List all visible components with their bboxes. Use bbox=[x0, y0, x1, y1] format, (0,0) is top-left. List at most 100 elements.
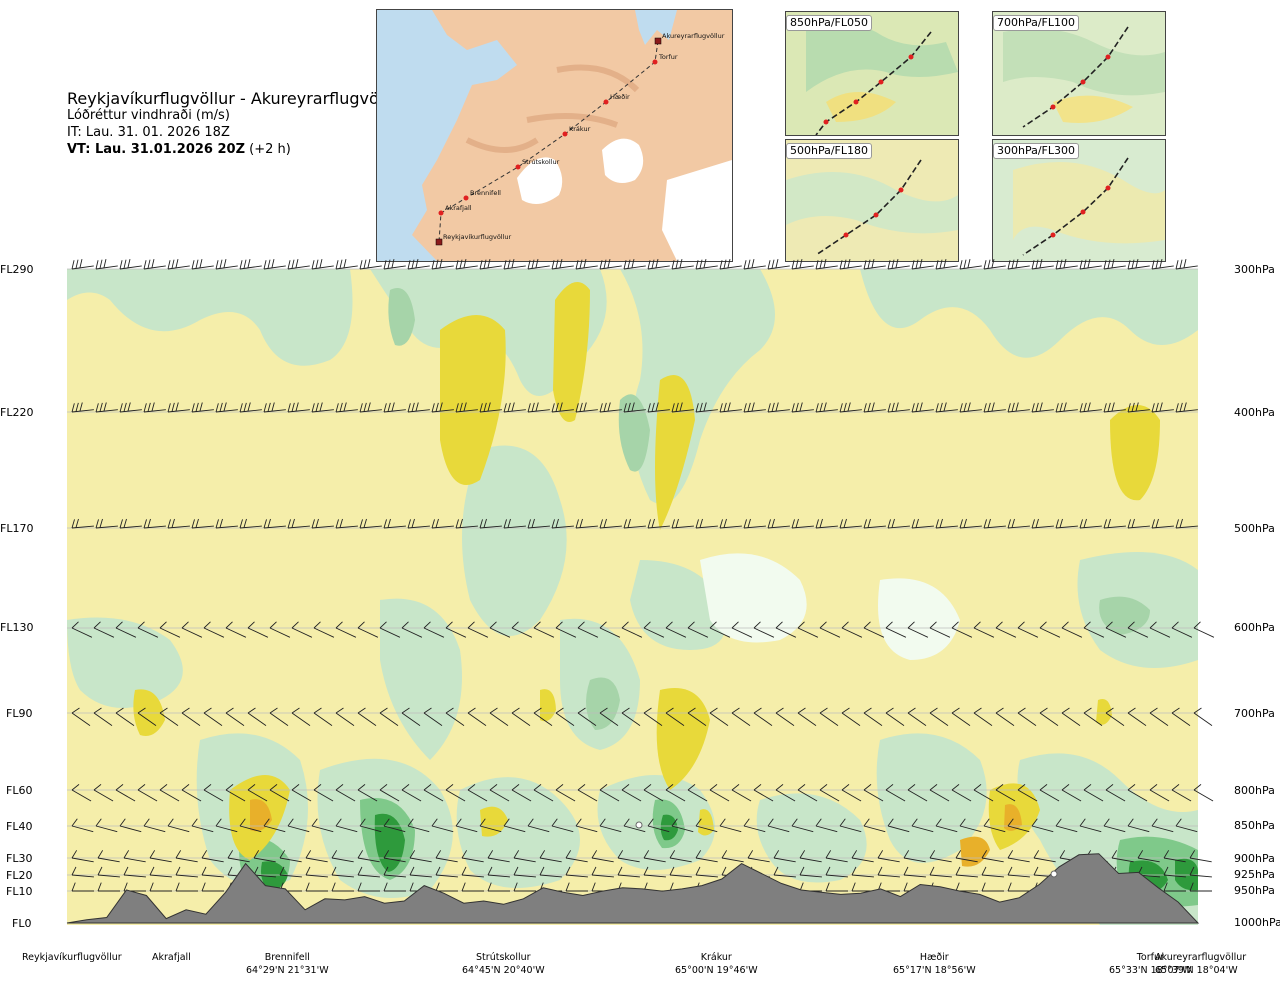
panel-300: 300hPa/FL300 bbox=[992, 139, 1166, 262]
wind-barb bbox=[291, 621, 313, 638]
wind-barb bbox=[911, 818, 934, 833]
wind-barb bbox=[731, 707, 751, 726]
wind-barb bbox=[565, 850, 588, 863]
route-line bbox=[438, 40, 659, 243]
hpa-label: 1000hPa bbox=[1234, 916, 1280, 929]
wind-barb bbox=[1127, 707, 1147, 726]
wind-barb bbox=[291, 707, 311, 726]
wind-barb bbox=[479, 402, 502, 413]
wind-barb bbox=[181, 621, 203, 638]
wind-barb bbox=[489, 707, 509, 726]
wind-barb bbox=[951, 621, 973, 638]
wind-barb bbox=[983, 259, 1006, 270]
wind-barb bbox=[799, 850, 822, 863]
wind-barb bbox=[721, 850, 744, 863]
wind-barb bbox=[533, 621, 555, 638]
wind-barb bbox=[71, 866, 94, 878]
wind-barb bbox=[1033, 850, 1056, 863]
panel-300-field bbox=[993, 140, 1165, 261]
wind-barb bbox=[1031, 259, 1054, 270]
wind-barb bbox=[863, 784, 884, 802]
wind-barb bbox=[621, 621, 643, 638]
wind-barb bbox=[791, 402, 814, 413]
wind-barb bbox=[1007, 866, 1030, 878]
wind-barb bbox=[97, 882, 120, 892]
wind-barb bbox=[885, 707, 905, 726]
wind-barb bbox=[149, 850, 172, 863]
wind-barb bbox=[431, 402, 454, 413]
wind-barb bbox=[767, 818, 790, 833]
wind-barb bbox=[551, 259, 574, 270]
wind-barb bbox=[863, 707, 883, 726]
wind-barb bbox=[623, 402, 646, 413]
wind-barb bbox=[621, 707, 641, 726]
map-point-marker bbox=[438, 210, 444, 216]
wind-barb bbox=[115, 621, 137, 638]
wind-barb bbox=[643, 850, 666, 863]
wind-barb bbox=[225, 621, 247, 638]
wind-barb bbox=[877, 850, 900, 863]
wind-barb bbox=[1017, 707, 1037, 726]
wind-barb bbox=[379, 621, 401, 638]
wind-barb bbox=[973, 621, 995, 638]
wind-barb bbox=[313, 707, 333, 726]
wind-barb bbox=[1175, 402, 1198, 413]
wind-barb bbox=[203, 707, 223, 726]
wind-barb bbox=[643, 707, 663, 726]
wind-barb bbox=[191, 818, 214, 833]
wind-barb bbox=[665, 707, 685, 726]
wind-barb bbox=[695, 866, 718, 878]
wind-barb bbox=[687, 784, 708, 802]
wind-barb bbox=[1151, 402, 1174, 413]
wind-barb bbox=[1151, 818, 1174, 833]
wind-barb bbox=[331, 850, 354, 863]
wind-barb bbox=[513, 866, 536, 878]
wind-barb bbox=[1127, 518, 1150, 529]
wind-barb bbox=[719, 818, 742, 833]
wind-barb bbox=[279, 850, 302, 863]
wind-barb bbox=[695, 850, 718, 863]
wind-barb bbox=[201, 866, 224, 878]
wind-barb bbox=[513, 882, 536, 892]
wind-barb bbox=[1193, 784, 1214, 802]
wind-barb bbox=[555, 784, 576, 802]
wind-barb bbox=[887, 259, 910, 270]
wind-barb bbox=[487, 866, 510, 878]
waypoint-label: Hæðir 65°17'N 18°56'W bbox=[893, 952, 976, 976]
wind-barb bbox=[669, 850, 692, 863]
wind-barb bbox=[435, 850, 458, 863]
wind-barb bbox=[995, 707, 1015, 726]
wind-barb bbox=[973, 784, 994, 802]
wind-barb bbox=[1055, 259, 1078, 270]
panel-label-500: 500hPa/FL180 bbox=[786, 143, 873, 159]
hpa-label: 700hPa bbox=[1234, 707, 1275, 720]
wind-barb bbox=[383, 518, 406, 529]
wind-barb bbox=[1105, 784, 1126, 802]
wind-barb bbox=[959, 259, 982, 270]
wind-barb bbox=[577, 784, 598, 802]
wind-barb bbox=[903, 866, 926, 878]
waypoint-label: Brennifell 64°29'N 21°31'W bbox=[246, 952, 329, 976]
wind-barb bbox=[401, 707, 421, 726]
wind-barb bbox=[665, 621, 687, 638]
wind-barb bbox=[175, 882, 198, 892]
wind-barb bbox=[647, 402, 670, 413]
route-map: Akureyrarflugvöllur Torfur Hæðir Krákur Strú… bbox=[376, 9, 733, 262]
wind-barb bbox=[1111, 850, 1134, 863]
wind-barb bbox=[1189, 866, 1212, 878]
wind-barb bbox=[383, 259, 406, 270]
wind-barb bbox=[455, 259, 478, 270]
wind-barb bbox=[1175, 259, 1198, 270]
wind-barb bbox=[1127, 784, 1148, 802]
wind-barb bbox=[1127, 621, 1149, 638]
wind-barb bbox=[955, 866, 978, 878]
wind-barb bbox=[1007, 818, 1030, 833]
wind-barb bbox=[1149, 621, 1171, 638]
hpa-label: 600hPa bbox=[1234, 621, 1275, 634]
wind-barb bbox=[279, 866, 302, 878]
wind-barb bbox=[435, 882, 458, 892]
wind-barb bbox=[455, 402, 478, 413]
wind-barb bbox=[695, 518, 718, 529]
wind-barb bbox=[181, 784, 202, 802]
wind-barb bbox=[731, 784, 752, 802]
